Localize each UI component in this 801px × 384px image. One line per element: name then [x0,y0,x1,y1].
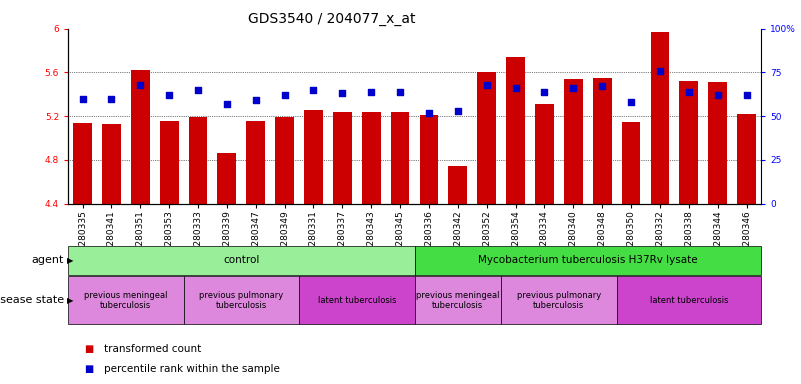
Point [625,99,638,105]
Bar [679,81,698,204]
Point [740,92,753,98]
Point [163,92,175,98]
Text: previous meningeal
tuberculosis: previous meningeal tuberculosis [84,291,167,310]
Point [682,89,695,95]
Text: GDS3540 / 204077_x_at: GDS3540 / 204077_x_at [248,12,415,25]
Point [307,87,320,93]
Bar [622,122,641,204]
Text: transformed count: transformed count [104,344,201,354]
Bar [708,82,727,204]
Bar [73,123,92,204]
Bar [449,166,467,204]
Bar [131,70,150,204]
Bar [737,114,756,204]
Text: disease state: disease state [0,295,64,306]
Text: ▶: ▶ [66,296,73,305]
Bar [650,32,670,204]
Point [191,87,204,93]
Bar [564,79,582,204]
Bar [506,57,525,204]
Point [336,90,348,96]
Point [538,89,551,95]
Point [134,82,147,88]
Text: ■: ■ [84,364,94,374]
Bar [247,121,265,204]
Bar [535,104,553,204]
Bar [333,112,352,204]
Point [364,89,377,95]
Text: latent tuberculosis: latent tuberculosis [317,296,396,305]
Text: previous meningeal
tuberculosis: previous meningeal tuberculosis [416,291,500,310]
Point [393,89,406,95]
Point [423,109,436,116]
Point [481,82,493,88]
Point [711,92,724,98]
Text: Mycobacterium tuberculosis H37Rv lysate: Mycobacterium tuberculosis H37Rv lysate [478,255,698,265]
Point [220,101,233,107]
Bar [593,78,611,204]
Bar [159,121,179,204]
Bar [102,124,121,204]
Text: percentile rank within the sample: percentile rank within the sample [104,364,280,374]
Text: agent: agent [32,255,64,265]
Text: previous pulmonary
tuberculosis: previous pulmonary tuberculosis [517,291,601,310]
Text: latent tuberculosis: latent tuberculosis [650,296,728,305]
Point [567,85,580,91]
Point [105,96,118,102]
Bar [276,117,294,204]
Bar [477,73,496,204]
Bar [188,117,207,204]
Point [509,85,522,91]
Text: control: control [223,255,260,265]
Bar [362,112,380,204]
Point [249,98,262,104]
Point [452,108,465,114]
Bar [420,115,438,204]
Point [76,96,89,102]
Bar [391,112,409,204]
Text: previous pulmonary
tuberculosis: previous pulmonary tuberculosis [199,291,284,310]
Text: ▶: ▶ [66,256,73,265]
Bar [218,153,236,204]
Text: ■: ■ [84,344,94,354]
Bar [304,109,323,204]
Point [654,68,666,74]
Point [278,92,291,98]
Point [596,83,609,89]
